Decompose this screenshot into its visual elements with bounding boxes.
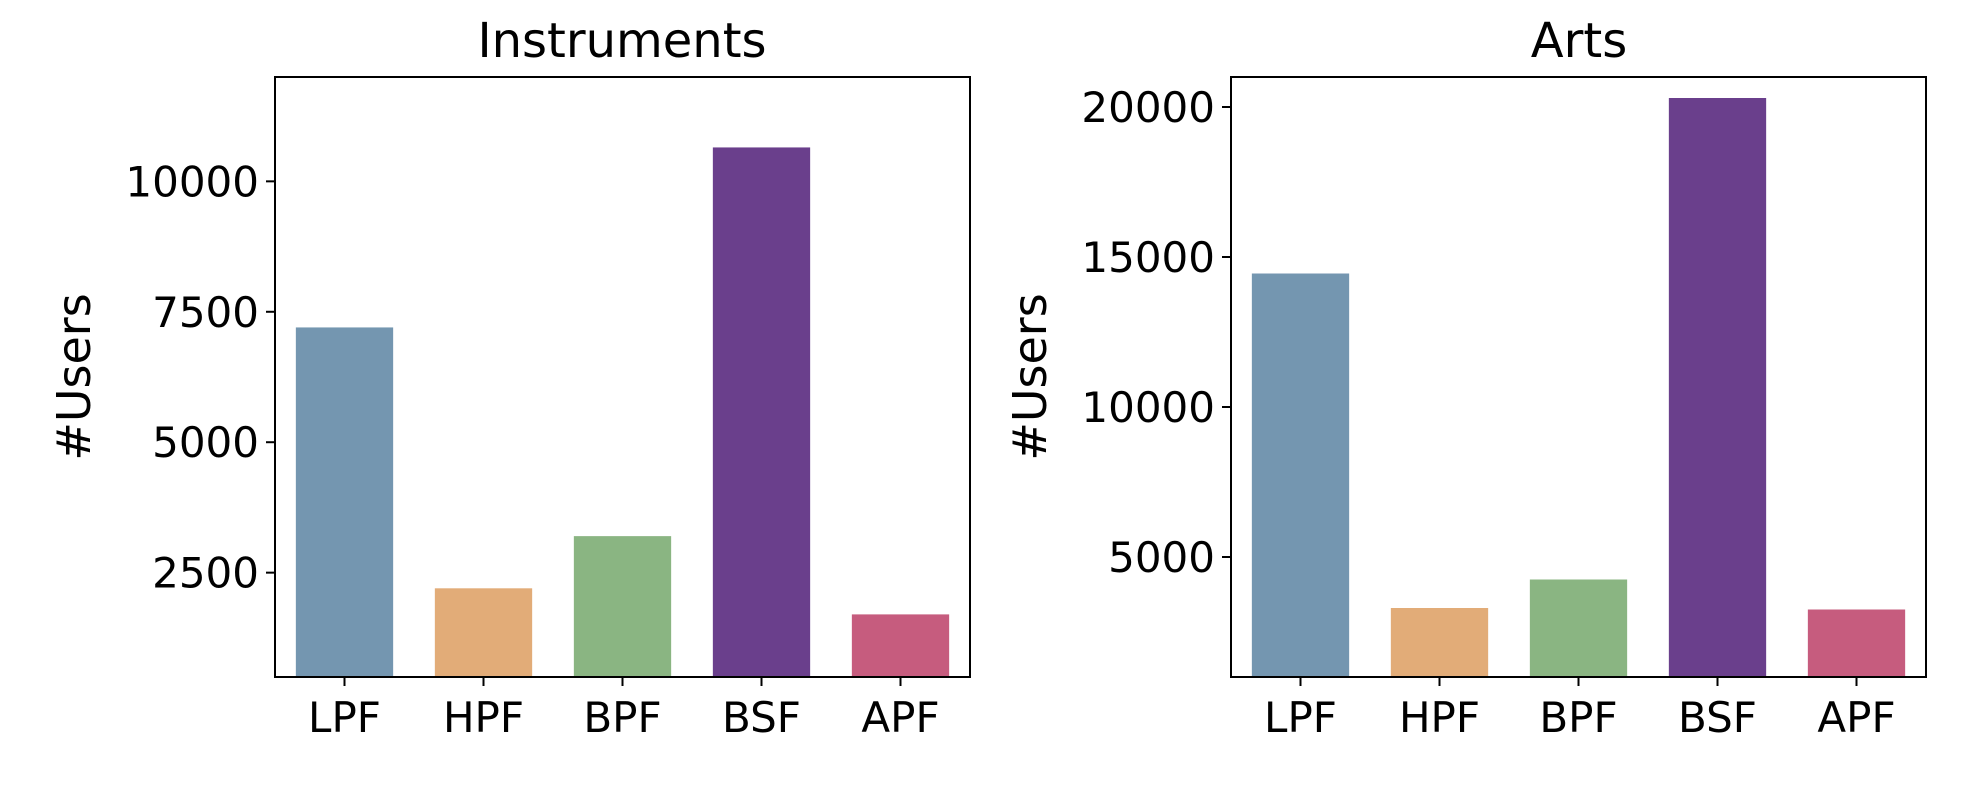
y-tick-label: 5000 bbox=[1108, 533, 1215, 582]
x-tick-label: LPF bbox=[308, 693, 381, 742]
x-tick-label: HPF bbox=[443, 693, 524, 742]
plot-frame bbox=[274, 76, 971, 678]
bar-bsf bbox=[1668, 98, 1767, 677]
bar-apf bbox=[1807, 609, 1906, 677]
x-tick-label: BPF bbox=[583, 693, 661, 742]
bar-hpf bbox=[434, 588, 533, 677]
x-tick-label: BSF bbox=[1678, 693, 1757, 742]
bar-lpf bbox=[1251, 273, 1350, 677]
plot-frame bbox=[1230, 76, 1927, 678]
bar-group bbox=[1251, 98, 1906, 677]
y-tick-label: 7500 bbox=[152, 288, 259, 337]
bar-group bbox=[295, 147, 950, 677]
x-tick-label: BPF bbox=[1539, 693, 1617, 742]
bar-bpf bbox=[1529, 579, 1628, 677]
y-ticks: 2500 5000 7500 10000 bbox=[125, 157, 275, 598]
bar-hpf bbox=[1390, 608, 1489, 677]
bar-lpf bbox=[295, 327, 394, 677]
y-tick-label: 2500 bbox=[152, 549, 259, 598]
x-ticks: LPF HPF BPF BSF APF bbox=[1264, 677, 1896, 742]
x-tick-label: HPF bbox=[1399, 693, 1480, 742]
y-tick-label: 15000 bbox=[1081, 233, 1215, 282]
chart-arts: Arts #Users 5000 10000 15000 20000 LPF HPF BP… bbox=[1003, 13, 1927, 742]
y-tick-label: 10000 bbox=[125, 157, 259, 206]
y-tick-label: 10000 bbox=[1081, 383, 1215, 432]
x-tick-label: BSF bbox=[722, 693, 801, 742]
bar-bsf bbox=[712, 147, 811, 677]
bar-bpf bbox=[573, 536, 672, 677]
x-tick-label: APF bbox=[861, 693, 939, 742]
chart-title: Arts bbox=[1531, 13, 1627, 69]
x-ticks: LPF HPF BPF BSF APF bbox=[308, 677, 940, 742]
chart-instruments: Instruments #Users 2500 5000 7500 10000 LPF… bbox=[47, 13, 971, 742]
bar-apf bbox=[851, 614, 950, 677]
y-tick-label: 20000 bbox=[1081, 83, 1215, 132]
y-axis-label: #Users bbox=[1003, 293, 1057, 460]
x-tick-label: APF bbox=[1817, 693, 1895, 742]
y-ticks: 5000 10000 15000 20000 bbox=[1081, 83, 1231, 582]
chart-title: Instruments bbox=[477, 13, 766, 69]
y-tick-label: 5000 bbox=[152, 418, 259, 467]
y-axis-label: #Users bbox=[47, 293, 101, 460]
x-tick-label: LPF bbox=[1264, 693, 1337, 742]
